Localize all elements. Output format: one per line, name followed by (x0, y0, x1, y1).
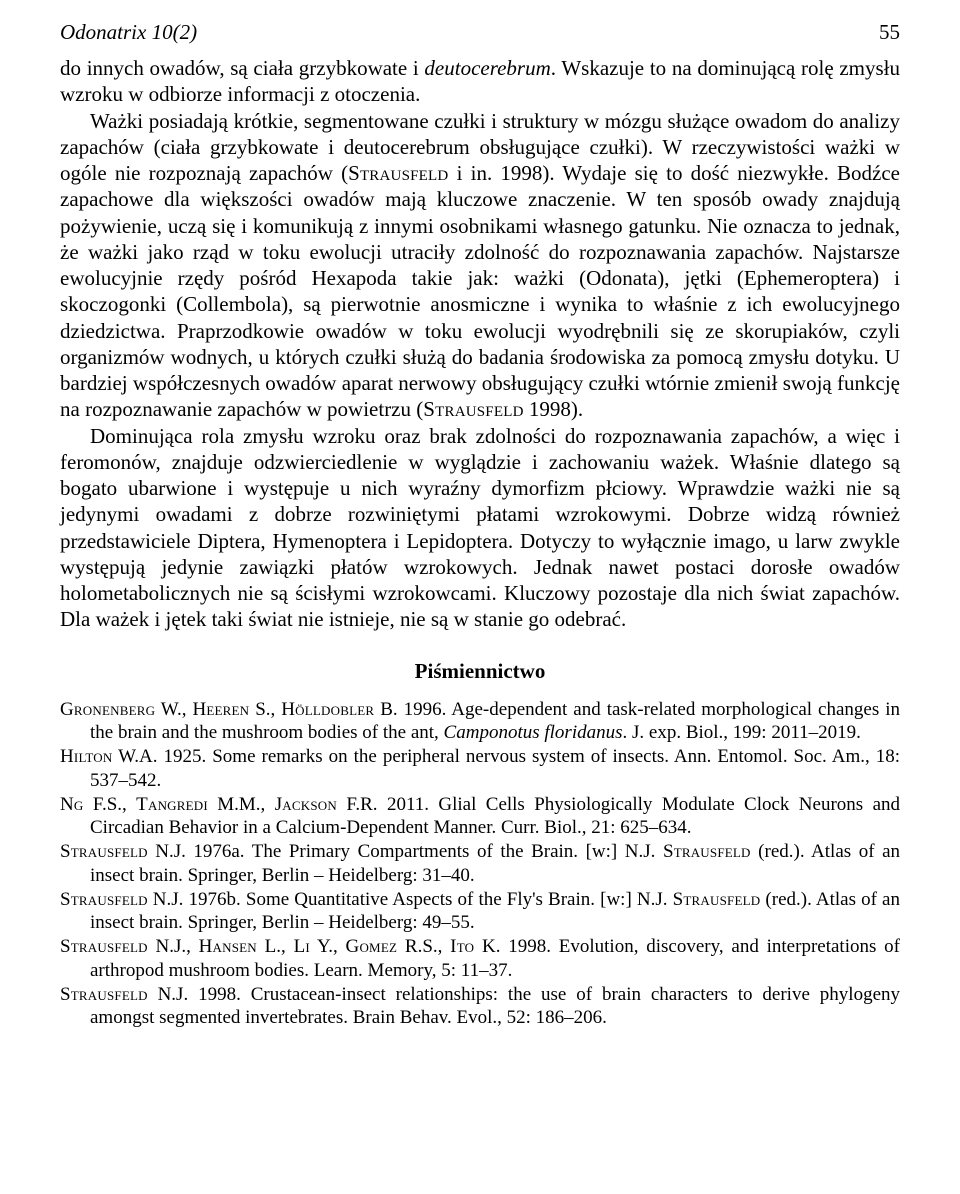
author-smallcaps: Strausfeld (60, 889, 148, 910)
author-smallcaps: Tangredi (136, 794, 208, 815)
text: R.S., (397, 936, 450, 957)
text: W., (155, 699, 192, 720)
author-smallcaps: Ng (60, 794, 84, 815)
author-smallcaps: Hansen (199, 936, 257, 957)
italic-term: deutocerebrum (424, 56, 550, 80)
author-smallcaps: Jackson (275, 794, 337, 815)
author-smallcaps: Strausfeld (673, 889, 761, 910)
author-smallcaps: Strausfeld (663, 841, 751, 862)
paragraph-3: Dominująca rola zmysłu wzroku oraz brak … (60, 423, 900, 633)
text: Y., (310, 936, 346, 957)
body-text: do innych owadów, są ciała grzybkowate i… (60, 55, 900, 633)
text: do innych owadów, są ciała grzybkowate i (60, 56, 424, 80)
paragraph-2: Ważki posiadają krótkie, segmentowane cz… (60, 108, 900, 423)
reference-item: Strausfeld N.J. 1976a. The Primary Compa… (60, 840, 900, 888)
author-smallcaps: Ito (450, 936, 474, 957)
paragraph-1: do innych owadów, są ciała grzybkowate i… (60, 55, 900, 108)
author-smallcaps: Strausfeld (423, 397, 523, 421)
author-smallcaps: Gronenberg (60, 699, 155, 720)
running-header: Odonatrix 10(2) 55 (60, 20, 900, 45)
author-smallcaps: Strausfeld (60, 841, 148, 862)
reference-item: Strausfeld N.J. 1998. Crustacean-insect … (60, 983, 900, 1031)
text: N.J. 1976a. The Primary Compartments of … (148, 841, 663, 862)
page: Odonatrix 10(2) 55 do innych owadów, są … (0, 0, 960, 1194)
author-smallcaps: Li (294, 936, 310, 957)
text: . J. exp. Biol., 199: 2011–2019. (623, 722, 861, 743)
author-smallcaps: Gomez (346, 936, 398, 957)
text: M.M., (208, 794, 275, 815)
section-title-references: Piśmiennictwo (60, 659, 900, 684)
species-italic: Camponotus floridanus (444, 722, 623, 743)
text: Dominująca rola zmysłu wzroku oraz brak … (60, 424, 900, 632)
text: S., (249, 699, 281, 720)
text: F.S., (84, 794, 137, 815)
text: 1998). (524, 397, 584, 421)
author-smallcaps: Heeren (192, 699, 249, 720)
text: i in. 1998). Wydaje się to dość niezwykł… (60, 161, 900, 421)
author-smallcaps: Hilton (60, 746, 112, 767)
reference-item: Ng F.S., Tangredi M.M., Jackson F.R. 201… (60, 793, 900, 841)
text: N.J., (148, 936, 199, 957)
author-smallcaps: Hölldobler (281, 699, 374, 720)
journal-title: Odonatrix 10(2) (60, 20, 197, 45)
text: N.J. 1976b. Some Quantitative Aspects of… (148, 889, 673, 910)
text: N.J. 1998. Crustacean-insect relationshi… (90, 984, 900, 1029)
reference-item: Strausfeld N.J., Hansen L., Li Y., Gomez… (60, 935, 900, 983)
reference-item: Strausfeld N.J. 1976b. Some Quantitative… (60, 888, 900, 936)
author-smallcaps: Strausfeld (60, 936, 148, 957)
author-smallcaps: Strausfeld (348, 161, 448, 185)
text: L., (257, 936, 294, 957)
reference-item: Hilton W.A. 1925. Some remarks on the pe… (60, 745, 900, 793)
references-list: Gronenberg W., Heeren S., Hölldobler B. … (60, 698, 900, 1031)
text: W.A. 1925. Some remarks on the periphera… (90, 746, 900, 791)
page-number: 55 (879, 20, 900, 45)
author-smallcaps: Strausfeld (60, 984, 148, 1005)
reference-item: Gronenberg W., Heeren S., Hölldobler B. … (60, 698, 900, 746)
